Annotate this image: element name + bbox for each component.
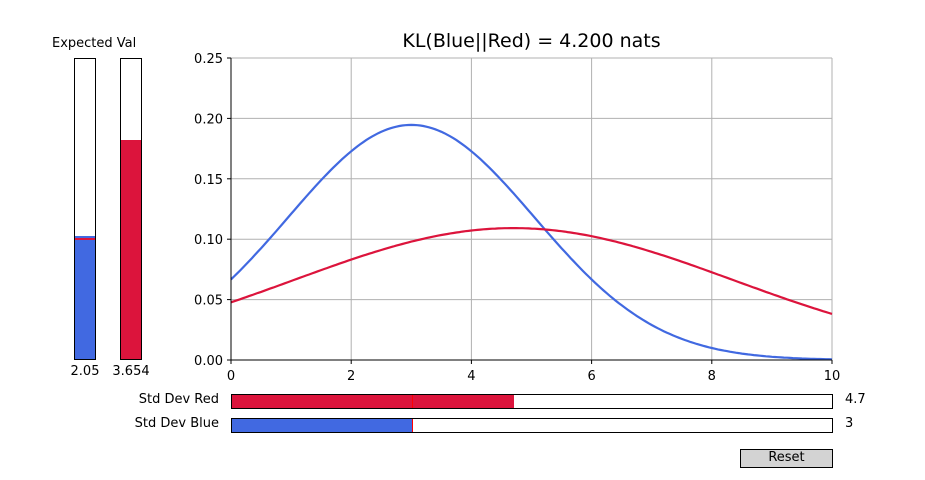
y-tick-label: 0.25: [194, 52, 223, 67]
x-tick-label: 10: [824, 369, 841, 384]
expected-val-marker: [75, 238, 95, 240]
expected-val-red-bar: [120, 58, 142, 360]
expected-val-blue-value: 2.05: [70, 364, 100, 379]
y-tick-label: 0.15: [194, 173, 223, 188]
std-dev-red-value: 4.7: [845, 392, 866, 407]
y-tick-label: 0.10: [194, 233, 223, 248]
slider-initial-marker: [412, 395, 413, 408]
y-tick-label: 0.05: [194, 294, 223, 309]
x-tick-label: 4: [467, 369, 475, 384]
expected-val-blue-bar: [74, 58, 96, 360]
slider-fill: [232, 419, 412, 432]
x-tick-label: 0: [227, 369, 235, 384]
slider-fill: [232, 395, 514, 408]
x-tick-label: 2: [347, 369, 355, 384]
expected-val-marker: [121, 238, 141, 240]
y-tick-label: 0.20: [194, 112, 223, 127]
expected-val-red-fill: [121, 139, 141, 359]
curve-red: [230, 227, 833, 315]
y-tick-label: 0.00: [194, 354, 223, 369]
std-dev-blue-slider[interactable]: [231, 418, 833, 433]
std-dev-red-slider[interactable]: [231, 394, 833, 409]
reset-button[interactable]: Reset: [740, 449, 833, 468]
x-tick-label: 8: [708, 369, 716, 384]
x-tick-label: 6: [587, 369, 595, 384]
chart-title: KL(Blue||Red) = 4.200 nats: [402, 30, 661, 52]
curve-blue: [230, 123, 833, 361]
slider-label-std-dev-red: Std Dev Red: [138, 392, 219, 407]
expected-val-label: Expected Val: [52, 36, 137, 51]
expected-val-red-value: 3.654: [112, 364, 150, 379]
slider-initial-marker: [412, 419, 413, 432]
std-dev-blue-value: 3: [845, 416, 854, 431]
expected-val-blue-fill: [75, 236, 95, 359]
slider-label-std-dev-blue: Std Dev Blue: [134, 416, 219, 431]
